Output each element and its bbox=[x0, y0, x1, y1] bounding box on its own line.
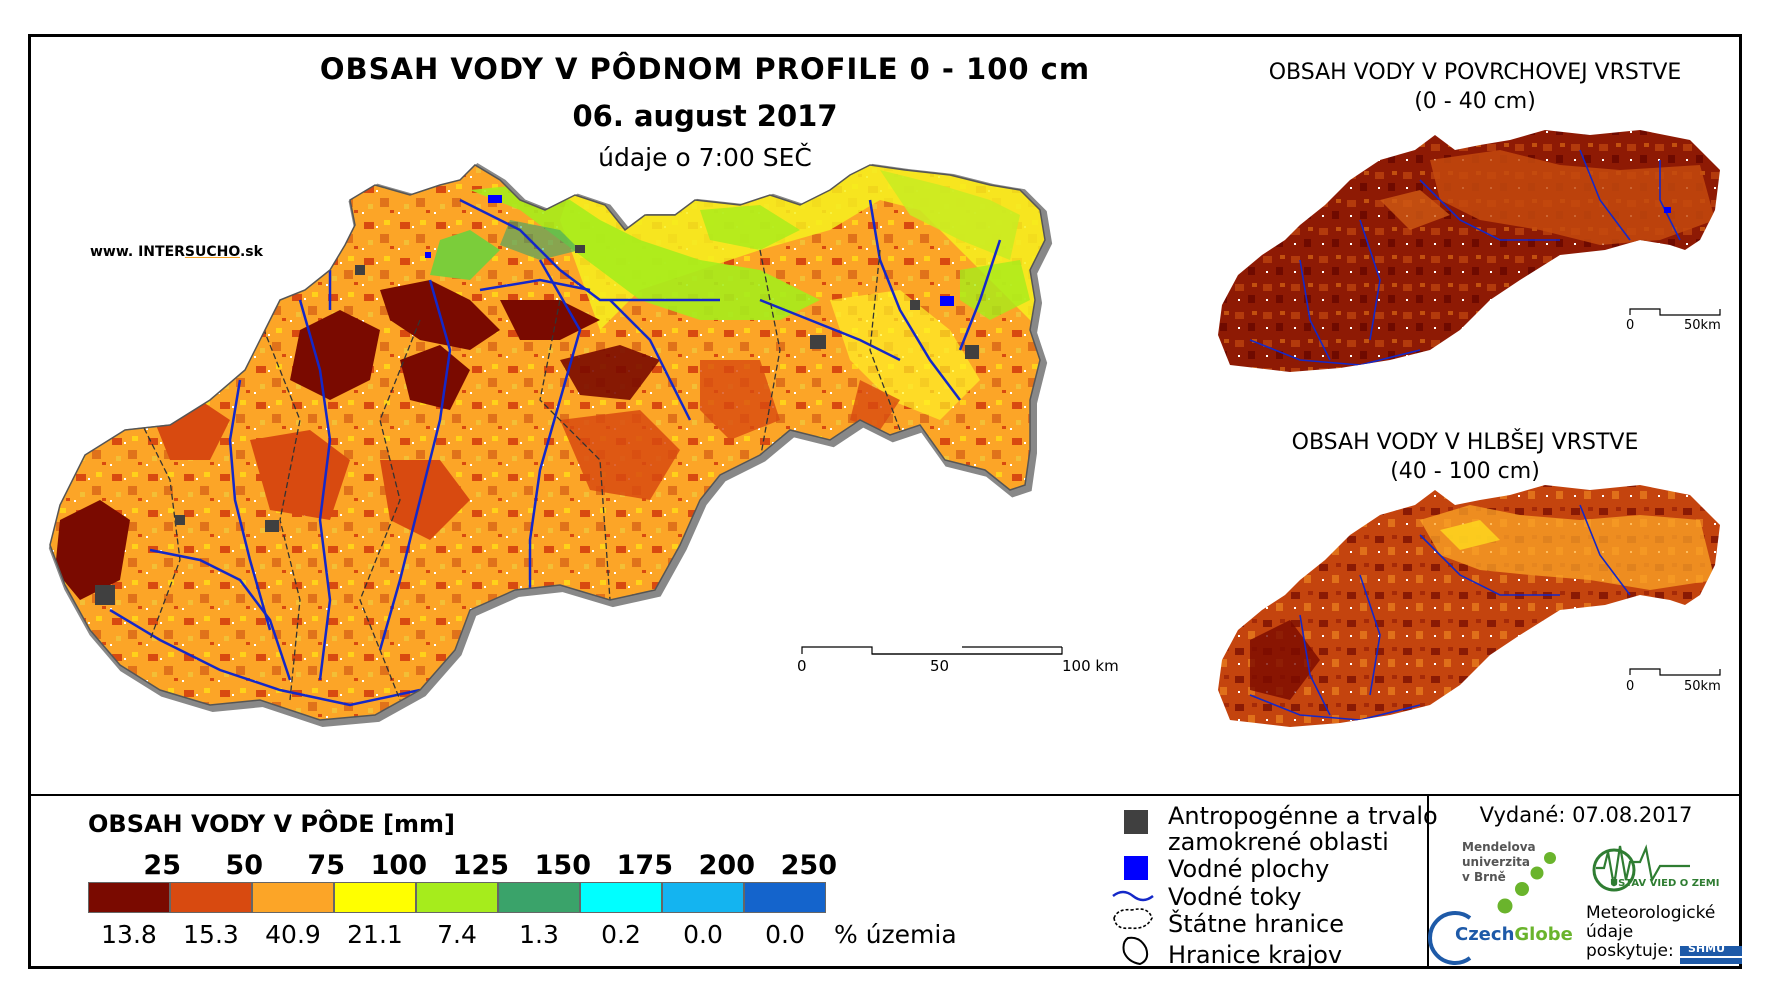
legend-swatch bbox=[88, 882, 170, 913]
legend-swatch bbox=[498, 882, 580, 913]
legend-state-border: Štátne hranice bbox=[1168, 910, 1344, 938]
legend-anthropogenic-line2: zamokrené oblasti bbox=[1168, 828, 1389, 856]
shmu-logo bbox=[1680, 946, 1742, 964]
legend-threshold: 25 bbox=[143, 850, 181, 881]
region-border-icon bbox=[1122, 936, 1149, 966]
legend-threshold: 125 bbox=[452, 850, 509, 881]
deep-map-subtitle: (40 - 100 cm) bbox=[1390, 459, 1540, 484]
legend-threshold: 75 bbox=[307, 850, 345, 881]
main-map-title: OBSAH VODY V PÔDNOM PROFILE 0 - 100 cm bbox=[319, 52, 1091, 86]
legend-swatch bbox=[416, 882, 498, 913]
meteo-line1: Meteorologické bbox=[1586, 903, 1716, 923]
website-link[interactable]: www. INTERSUCHO.sk bbox=[90, 244, 263, 260]
legend-percentage: 1.3 bbox=[519, 920, 559, 949]
legend-color-bar bbox=[88, 882, 826, 913]
deep-scale-label-50: 50km bbox=[1684, 679, 1721, 694]
surface-map-title: OBSAH VODY V POVRCHOVEJ VRSTVE bbox=[1268, 60, 1682, 85]
website-prefix: www. INTER bbox=[90, 244, 185, 260]
legend-swatch bbox=[170, 882, 252, 913]
legend-percentage: 40.9 bbox=[265, 920, 321, 949]
shmu-label: SHMÚ bbox=[1688, 942, 1726, 955]
anthropogenic-icon bbox=[1124, 810, 1148, 834]
legend-threshold: 200 bbox=[698, 850, 755, 881]
main-scale-label-100: 100 km bbox=[1062, 657, 1119, 675]
czechglobe-part-a: Czech bbox=[1455, 924, 1515, 945]
deep-scale-bar bbox=[1629, 668, 1721, 676]
deep-map-title: OBSAH VODY V HLBŠEJ VRSTVE bbox=[1291, 430, 1639, 455]
legend-percentage: 0.0 bbox=[683, 920, 723, 949]
legend-region-border: Hranice krajov bbox=[1168, 941, 1343, 969]
legend-swatch bbox=[334, 882, 416, 913]
main-scale-label-0: 0 bbox=[797, 657, 807, 675]
legend-anthropogenic-line1: Antropogénne a trvalo bbox=[1168, 802, 1438, 830]
mendel-label: Mendelova univerzita v Brně bbox=[1462, 840, 1536, 885]
water-body-icon bbox=[1124, 856, 1148, 880]
legend-percentages: 13.8 15.3 40.9 21.1 7.4 1.3 0.2 0.0 0.0 bbox=[88, 920, 826, 949]
surface-scale-bar bbox=[1629, 308, 1721, 316]
map-frame bbox=[28, 34, 1742, 969]
river-icon bbox=[1112, 890, 1154, 902]
main-scale-bar bbox=[801, 646, 1063, 655]
legend-swatch bbox=[744, 882, 826, 913]
uvoz-logo bbox=[1592, 844, 1690, 892]
meteo-label: Meteorologické údaje poskytuje: bbox=[1586, 904, 1715, 961]
legend-threshold: 100 bbox=[370, 850, 427, 881]
legend-percentage: 13.8 bbox=[101, 920, 157, 949]
surface-map-subtitle: (0 - 40 cm) bbox=[1414, 89, 1536, 114]
legend-thresholds: 25 50 75 100 125 150 175 200 250 bbox=[99, 850, 837, 881]
meteo-line3: poskytuje: bbox=[1586, 941, 1674, 961]
legend-title: OBSAH VODY V PÔDE [mm] bbox=[88, 810, 456, 838]
legend-water-bodies: Vodné plochy bbox=[1168, 855, 1330, 883]
mendel-line1: Mendelova bbox=[1462, 840, 1536, 854]
legend-threshold: 250 bbox=[780, 850, 837, 881]
legend-swatch bbox=[662, 882, 744, 913]
legend-rivers: Vodné toky bbox=[1168, 883, 1302, 911]
mendel-line3: v Brně bbox=[1462, 870, 1506, 884]
main-map-time: údaje o 7:00 SEČ bbox=[598, 143, 812, 172]
footer-divider bbox=[1427, 795, 1429, 969]
legend-threshold: 175 bbox=[616, 850, 673, 881]
mendel-line2: univerzita bbox=[1462, 855, 1531, 869]
meteo-line2: údaje bbox=[1586, 922, 1634, 942]
legend-percentage: 21.1 bbox=[347, 920, 403, 949]
legend-unit: % územia bbox=[834, 920, 957, 949]
legend-percentage: 0.2 bbox=[601, 920, 641, 949]
legend-percentage: 7.4 bbox=[437, 920, 477, 949]
legend-percentage: 0.0 bbox=[765, 920, 805, 949]
uvoz-label: ÚSTAV VIED O ZEMI bbox=[1610, 878, 1720, 889]
deep-scale-label-0: 0 bbox=[1626, 679, 1635, 694]
legend-percentage: 15.3 bbox=[183, 920, 239, 949]
legend-threshold: 150 bbox=[534, 850, 591, 881]
main-map-date: 06. august 2017 bbox=[572, 99, 838, 133]
website-highlight: SUCHO bbox=[184, 244, 240, 260]
czechglobe-label: CzechGlobe bbox=[1455, 924, 1573, 945]
legend-swatch bbox=[580, 882, 662, 913]
surface-scale-label-50: 50km bbox=[1684, 318, 1721, 333]
state-border-icon bbox=[1113, 908, 1153, 930]
deep-layer-map bbox=[1218, 485, 1720, 727]
legend-swatch bbox=[252, 882, 334, 913]
legend-divider bbox=[28, 794, 1742, 796]
issued-date: Vydané: 07.08.2017 bbox=[1479, 803, 1693, 827]
czechglobe-part-b: Globe bbox=[1514, 924, 1573, 945]
website-suffix: .sk bbox=[239, 244, 263, 260]
legend-threshold: 50 bbox=[225, 850, 263, 881]
main-scale-label-50: 50 bbox=[930, 657, 950, 675]
surface-scale-label-0: 0 bbox=[1626, 318, 1635, 333]
czechglobe-logo bbox=[1428, 852, 1556, 965]
